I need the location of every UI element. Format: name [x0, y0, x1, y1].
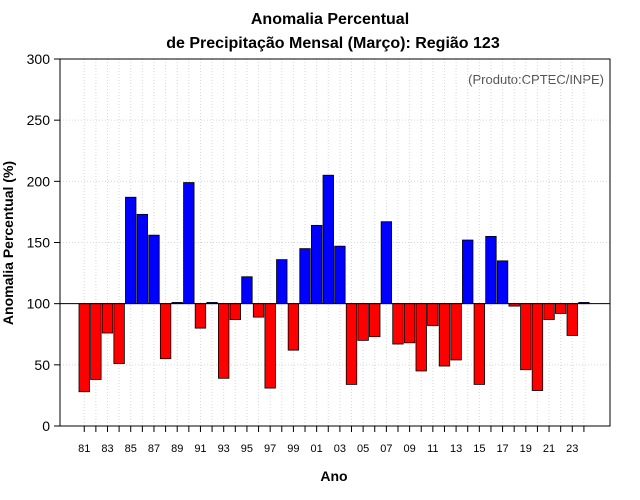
x-tick-label: 99 — [287, 443, 299, 455]
x-tick-label: 13 — [450, 443, 462, 455]
bar-21 — [543, 303, 555, 320]
y-tick-label: 50 — [34, 357, 50, 373]
x-tick-label: 15 — [473, 443, 485, 455]
x-tick-label: 09 — [403, 443, 415, 455]
bar-86 — [136, 213, 149, 305]
bar-10 — [415, 303, 427, 372]
bar-02 — [322, 174, 334, 305]
bar-12 — [438, 303, 451, 367]
bar-20 — [531, 303, 544, 391]
bar-96 — [252, 303, 265, 318]
bar-82 — [90, 303, 102, 380]
x-tick-label: 23 — [566, 443, 578, 455]
x-tick-label: 97 — [264, 443, 276, 455]
y-tick-label: 0 — [42, 418, 50, 434]
bar-06 — [369, 303, 381, 338]
x-tick-label: 17 — [496, 443, 508, 455]
bar-11 — [427, 303, 439, 327]
x-tick-label: 05 — [357, 443, 369, 455]
bar-14 — [462, 239, 474, 305]
bar-22 — [555, 303, 567, 314]
bar-13 — [450, 303, 462, 361]
bar-95 — [241, 276, 253, 305]
chart-subtitle: de Precipitação Mensal (Março): Região 1… — [166, 35, 500, 52]
y-tick-label: 100 — [27, 296, 51, 312]
x-axis-title: Ano — [320, 468, 347, 484]
x-tick-label: 21 — [543, 443, 555, 455]
y-tick-label: 150 — [27, 235, 51, 251]
bar-23 — [566, 303, 578, 336]
bar-91 — [194, 303, 207, 329]
y-tick-label: 200 — [27, 173, 51, 189]
chart-title: Anomalia Percentual — [251, 11, 409, 28]
bar-17 — [496, 260, 509, 305]
bar-83 — [101, 303, 114, 334]
bar-98 — [276, 259, 288, 305]
x-tick-label: 83 — [101, 443, 113, 455]
bar-07 — [380, 221, 393, 305]
x-tick-label: 85 — [125, 443, 137, 455]
bar-84 — [113, 303, 125, 365]
y-axis-title: Anomalia Percentual (%) — [0, 161, 16, 325]
bar-16 — [485, 235, 497, 305]
bar-97 — [264, 303, 276, 389]
bar-90 — [183, 182, 195, 305]
x-tick-label: 01 — [311, 443, 323, 455]
bar-09 — [403, 303, 416, 344]
y-tick-label: 250 — [27, 112, 51, 128]
x-tick-label: 89 — [171, 443, 183, 455]
x-tick-label: 07 — [380, 443, 392, 455]
bar-04 — [345, 303, 358, 385]
bar-94 — [229, 303, 241, 320]
bar-88 — [159, 303, 172, 360]
bar-15 — [473, 303, 485, 385]
x-tick-label: 87 — [148, 443, 160, 455]
x-tick-label: 93 — [218, 443, 230, 455]
bar-03 — [334, 245, 346, 305]
bar-05 — [357, 303, 369, 341]
bar-85 — [125, 196, 137, 305]
y-tick-label: 300 — [27, 51, 51, 67]
bar-99 — [287, 303, 300, 351]
bar-08 — [392, 303, 404, 345]
x-tick-label: 19 — [520, 443, 532, 455]
bar-19 — [520, 303, 532, 371]
x-tick-label: 91 — [194, 443, 206, 455]
x-tick-label: 11 — [427, 443, 438, 455]
bar-81 — [78, 303, 90, 393]
bars-group — [78, 174, 590, 393]
bar-00 — [299, 248, 311, 305]
bar-93 — [218, 303, 230, 379]
x-tick-label: 95 — [241, 443, 253, 455]
x-tick-label: 81 — [78, 443, 90, 455]
bar-01 — [310, 224, 323, 305]
x-tick-label: 03 — [334, 443, 346, 455]
bar-87 — [148, 234, 160, 305]
